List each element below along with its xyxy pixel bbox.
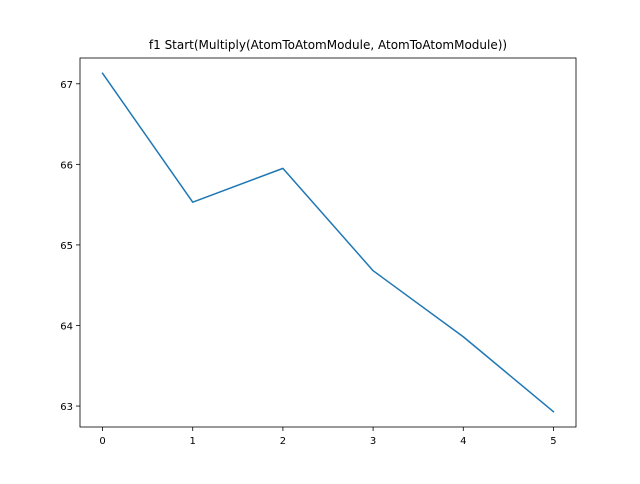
chart-title: f1 Start(Multiply(AtomToAtomModule, Atom… xyxy=(149,38,507,52)
x-tick-label: 4 xyxy=(460,436,466,447)
y-tick-label: 64 xyxy=(60,321,73,332)
y-tick-label: 66 xyxy=(60,160,73,171)
y-tick-label: 67 xyxy=(60,80,73,91)
series-line xyxy=(101,72,555,413)
y-tick-label: 63 xyxy=(60,402,73,413)
x-tick-label: 2 xyxy=(280,436,286,447)
x-tick-label: 1 xyxy=(190,436,196,447)
x-tick-label: 5 xyxy=(550,436,556,447)
axes: 0 1 2 3 4 5 63 64 65 66 67 xyxy=(60,57,577,447)
plot-frame xyxy=(79,57,577,428)
x-tick-label: 0 xyxy=(99,436,105,447)
y-tick-label: 65 xyxy=(60,241,73,252)
x-tick-label: 3 xyxy=(370,436,376,447)
